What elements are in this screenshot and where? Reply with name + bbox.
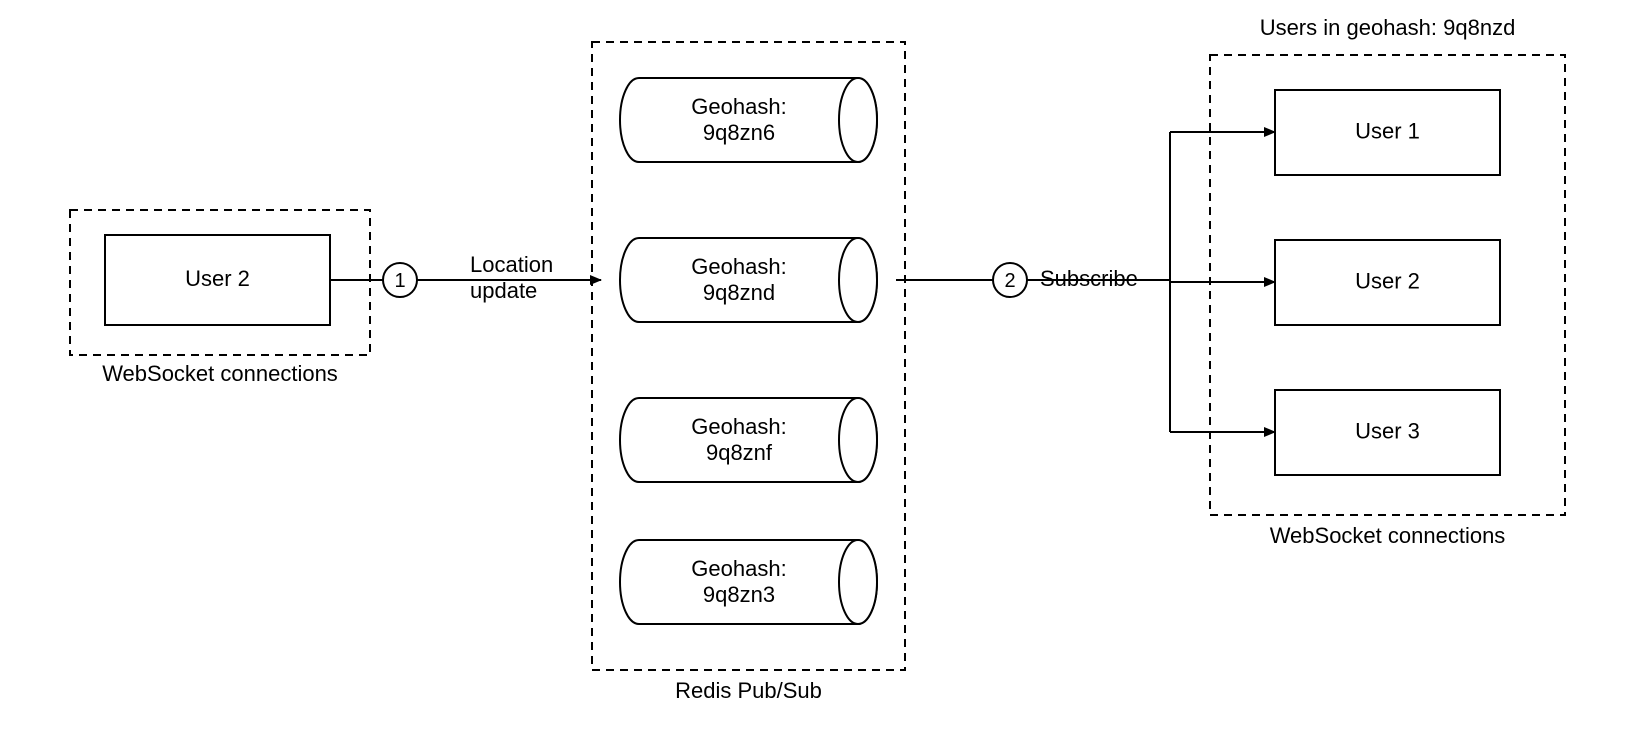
subscriber-user-1-label: User 2 xyxy=(1355,268,1420,293)
user2-source-label: User 2 xyxy=(185,266,250,291)
geohash-channel-1-label-top: Geohash: xyxy=(691,254,786,279)
subscriber-user-2-label: User 3 xyxy=(1355,418,1420,443)
step1-circle-number: 1 xyxy=(394,270,405,292)
geohash-channel-2-cap xyxy=(839,398,877,482)
geohash-channel-3-label-top: Geohash: xyxy=(691,556,786,581)
step1-label-2: update xyxy=(470,278,537,303)
geohash-channel-3-label-bot: 9q8zn3 xyxy=(703,582,775,607)
subscriber-user-0-label: User 1 xyxy=(1355,118,1420,143)
geohash-channel-0-label-bot: 9q8zn6 xyxy=(703,120,775,145)
left-group-title: WebSocket connections xyxy=(102,361,338,386)
step1-label-1: Location xyxy=(470,252,553,277)
geohash-channel-3-cap xyxy=(839,540,877,624)
geohash-channel-1-label-bot: 9q8znd xyxy=(703,280,775,305)
step2-circle-number: 2 xyxy=(1004,270,1015,292)
redis-group-title: Redis Pub/Sub xyxy=(675,678,822,703)
geohash-channel-2-label-bot: 9q8znf xyxy=(706,440,773,465)
geohash-channel-0-label-top: Geohash: xyxy=(691,94,786,119)
geohash-channel-1-cap xyxy=(839,238,877,322)
geohash-channel-2-label-top: Geohash: xyxy=(691,414,786,439)
architecture-diagram: User 2WebSocket connectionsGeohash:9q8zn… xyxy=(0,0,1650,750)
right-group-title-bottom: WebSocket connections xyxy=(1270,523,1506,548)
geohash-channel-0-cap xyxy=(839,78,877,162)
right-group-title-top: Users in geohash: 9q8nzd xyxy=(1260,15,1516,40)
step2-label: Subscribe xyxy=(1040,266,1138,291)
